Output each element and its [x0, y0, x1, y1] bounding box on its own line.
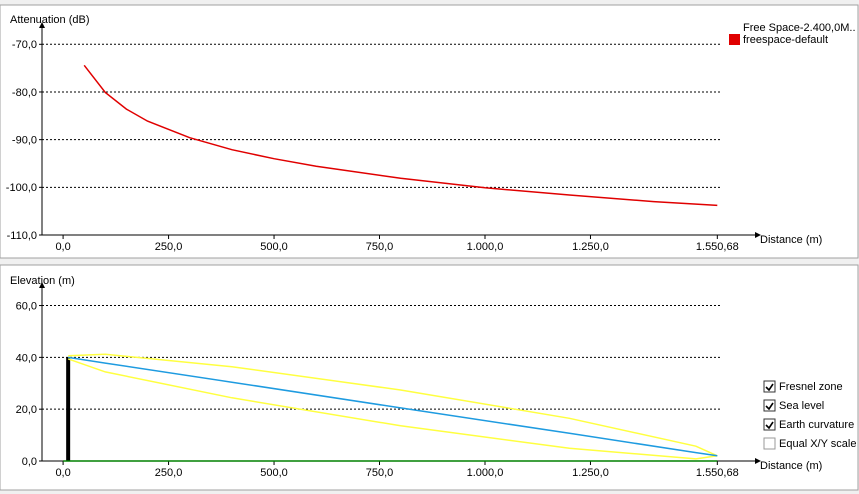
y-axis-arrow [39, 282, 45, 288]
series-line [68, 356, 718, 457]
x-tick-label: 500,0 [260, 241, 288, 253]
y-axis-label: Elevation (m) [10, 275, 75, 287]
checkbox-label[interactable]: Equal X/Y scale [779, 438, 856, 450]
x-axis-label: Distance (m) [760, 460, 822, 472]
series-line [67, 358, 718, 460]
y-tick-label: 20,0 [16, 404, 37, 416]
y-tick-label: -80,0 [12, 87, 37, 99]
x-tick-label: 1.000,0 [467, 467, 504, 479]
series-line [68, 353, 718, 457]
x-tick-label: 250,0 [155, 241, 183, 253]
y-axis-label: Attenuation (dB) [10, 14, 90, 26]
x-tick-label: 1.250,0 [572, 467, 609, 479]
x-axis-label: Distance (m) [760, 234, 822, 246]
x-axis-arrow [755, 232, 761, 238]
panel-bottom [0, 264, 859, 491]
y-tick-label: -90,0 [12, 135, 37, 147]
x-tick-label: 1.550,68 [696, 467, 739, 479]
checkbox-label[interactable]: Earth curvature [779, 419, 854, 431]
legend-label: freespace-default [743, 34, 828, 46]
x-tick-label: 1.250,0 [572, 241, 609, 253]
x-tick-label: 250,0 [155, 467, 183, 479]
checkmark [765, 402, 774, 411]
y-tick-label: -110,0 [7, 230, 37, 242]
y-tick-label: 60,0 [16, 300, 37, 312]
x-tick-label: 750,0 [366, 467, 394, 479]
checkbox[interactable] [763, 437, 776, 450]
x-tick-label: 1.550,68 [696, 241, 739, 253]
checkbox-label[interactable]: Sea level [779, 400, 824, 412]
x-tick-label: 1.000,0 [467, 241, 504, 253]
checkbox[interactable] [763, 399, 776, 412]
checkmark [765, 383, 774, 392]
x-tick-label: 750,0 [366, 241, 394, 253]
y-axis-arrow [39, 22, 45, 28]
legend-title: Free Space-2.400,0M.. [743, 22, 856, 34]
checkbox[interactable] [763, 418, 776, 431]
y-tick-label: -70,0 [12, 39, 37, 51]
checkbox[interactable] [763, 380, 776, 393]
panel-top [0, 4, 859, 259]
x-axis-arrow [755, 458, 761, 464]
checkmark [765, 421, 774, 430]
y-tick-label: -100,0 [6, 182, 37, 194]
x-tick-label: 0,0 [55, 467, 70, 479]
x-tick-label: 0,0 [55, 241, 70, 253]
y-tick-label: 40,0 [16, 352, 37, 364]
tower [66, 357, 71, 461]
y-tick-label: 0,0 [22, 456, 37, 468]
series-line [83, 64, 718, 207]
x-tick-label: 500,0 [260, 467, 288, 479]
legend-swatch [729, 34, 740, 45]
checkbox-label[interactable]: Fresnel zone [779, 381, 843, 393]
